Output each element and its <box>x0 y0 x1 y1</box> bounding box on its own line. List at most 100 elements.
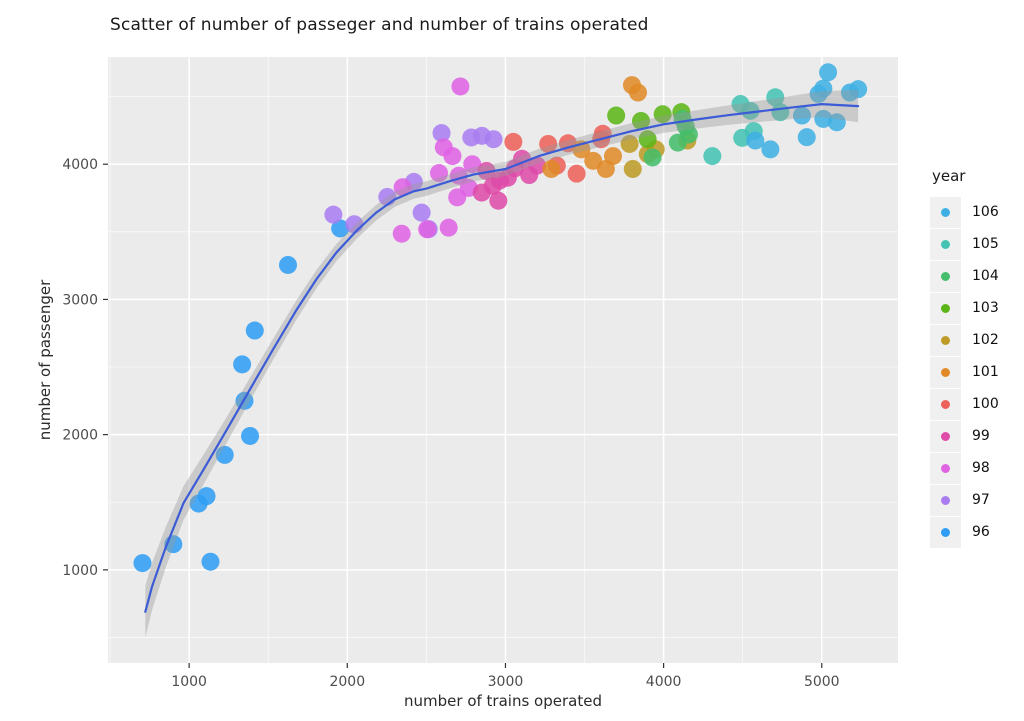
y-axis-ticks: 1000 2000 3000 4000 <box>62 157 108 579</box>
legend-label-101: 101 <box>972 364 999 380</box>
x-axis-label: number of trains operated <box>404 692 602 710</box>
y-tick-label-1000: 1000 <box>62 563 98 579</box>
legend-key-104 <box>930 260 961 292</box>
data-point <box>233 355 252 374</box>
data-point <box>766 88 785 107</box>
legend-dot-icon <box>941 335 950 345</box>
data-point <box>620 134 639 153</box>
data-point <box>741 101 760 120</box>
legend-item-106: 106 <box>930 196 999 228</box>
legend-item-101: 101 <box>930 356 999 388</box>
points-year-96 <box>133 219 350 573</box>
data-point <box>197 487 216 506</box>
legend-label-98: 98 <box>972 460 990 476</box>
data-point <box>430 164 449 183</box>
legend-items: 106 105 104 103 102 101 100 99 98 97 96 <box>930 196 999 548</box>
data-point <box>393 178 412 197</box>
data-point <box>278 255 297 274</box>
x-tick-label-1000: 1000 <box>171 674 207 690</box>
legend-label-106: 106 <box>972 204 999 220</box>
legend-item-100: 100 <box>930 388 999 420</box>
data-point <box>607 106 626 125</box>
data-point <box>792 106 811 125</box>
legend-item-104: 104 <box>930 260 999 292</box>
data-point <box>463 155 482 174</box>
data-point <box>653 105 672 124</box>
data-point <box>814 109 833 128</box>
points-year-101 <box>542 76 647 178</box>
data-point <box>448 188 467 207</box>
data-point <box>241 426 260 445</box>
data-point <box>451 77 470 96</box>
data-point <box>133 554 152 573</box>
legend-label-99: 99 <box>972 428 990 444</box>
y-axis-label: number of passenger <box>36 279 54 441</box>
data-point <box>603 147 622 166</box>
legend-dot-icon <box>941 399 950 409</box>
legend-label-97: 97 <box>972 492 990 508</box>
data-point <box>761 140 780 159</box>
legend-label-105: 105 <box>972 236 999 252</box>
legend-label-104: 104 <box>972 268 999 284</box>
data-point <box>439 218 458 237</box>
legend-dot-icon <box>941 303 950 313</box>
legend-key-103 <box>930 292 961 324</box>
points-year-106 <box>746 63 868 159</box>
legend-dot-icon <box>941 495 950 505</box>
legend-label-96: 96 <box>972 524 990 540</box>
legend-item-99: 99 <box>930 420 999 452</box>
plot-title: Scatter of number of passeger and number… <box>110 15 649 35</box>
legend-item-98: 98 <box>930 452 999 484</box>
data-point <box>504 132 523 151</box>
legend-dot-icon <box>941 367 950 377</box>
legend: year 106 105 104 103 102 101 100 99 98 97 96 <box>930 166 999 548</box>
data-point <box>484 130 503 149</box>
legend-key-102 <box>930 324 961 356</box>
data-point <box>324 205 343 224</box>
points-year-99 <box>472 149 547 210</box>
panel-background <box>108 57 898 663</box>
legend-dot-icon <box>941 463 950 473</box>
data-point <box>528 156 547 175</box>
legend-dot-icon <box>941 431 950 441</box>
legend-item-105: 105 <box>930 228 999 260</box>
legend-dot-icon <box>941 239 950 249</box>
x-tick-label-2000: 2000 <box>329 674 365 690</box>
y-tick-label-4000: 4000 <box>62 157 98 173</box>
points-year-98 <box>392 77 482 243</box>
legend-key-105 <box>930 228 961 260</box>
legend-item-97: 97 <box>930 484 999 516</box>
points-year-104 <box>643 109 698 167</box>
legend-title: year <box>932 167 966 185</box>
legend-dot-icon <box>941 207 950 217</box>
data-point <box>814 79 833 98</box>
legend-label-102: 102 <box>972 332 999 348</box>
legend-label-103: 103 <box>972 300 999 316</box>
data-point <box>443 147 462 166</box>
legend-key-106 <box>930 196 961 228</box>
data-point <box>418 220 437 239</box>
x-tick-label-5000: 5000 <box>804 674 840 690</box>
data-point <box>849 80 868 99</box>
data-point <box>643 148 662 167</box>
data-point <box>628 83 647 102</box>
smooth-line <box>144 103 860 613</box>
data-point <box>245 321 264 340</box>
data-point <box>215 445 234 464</box>
data-point <box>392 224 411 243</box>
legend-key-100 <box>930 388 961 420</box>
legend-key-98 <box>930 452 961 484</box>
legend-item-96: 96 <box>930 516 999 548</box>
data-point <box>567 164 586 183</box>
data-point <box>331 219 350 238</box>
data-point <box>638 130 657 149</box>
legend-item-103: 103 <box>930 292 999 324</box>
legend-dot-icon <box>941 271 950 281</box>
data-point <box>542 159 561 178</box>
data-point <box>477 161 496 180</box>
x-tick-label-4000: 4000 <box>646 674 682 690</box>
legend-dot-icon <box>941 527 950 537</box>
data-point <box>201 552 220 571</box>
data-point <box>489 191 508 210</box>
